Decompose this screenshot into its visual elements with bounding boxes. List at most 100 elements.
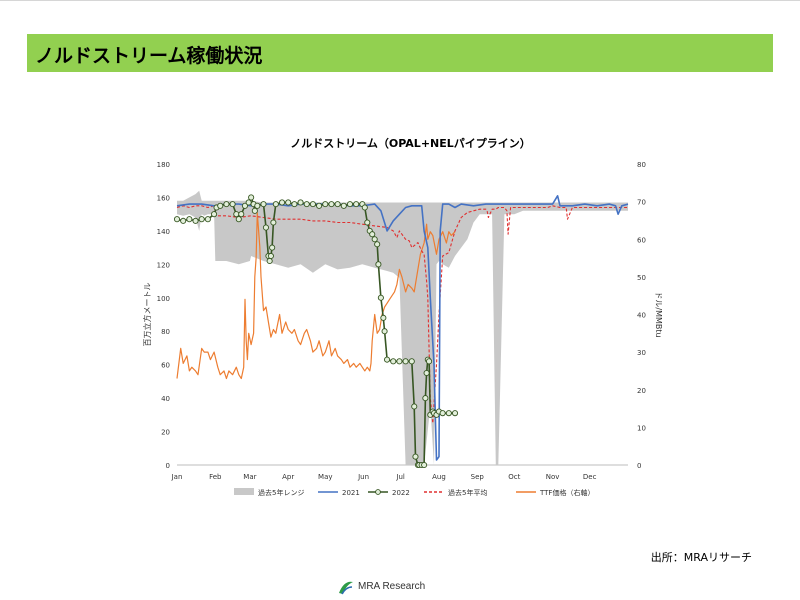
series-2022-point [369,231,376,238]
series-2022-point [204,216,211,223]
series-2022-point [364,219,371,226]
series-2022-point [180,217,187,224]
y-axis-label: 百万立方メートル [142,283,152,347]
y-tick-label: 60 [161,362,170,370]
series-2022-point [254,202,261,209]
series-2022-point [270,219,277,226]
series-2022-point [340,202,347,209]
series-2022-point [346,201,354,208]
y-tick-label: 160 [157,194,170,202]
x-tick-label: Feb [209,473,222,481]
series-2022-point [278,199,286,206]
x-tick-label: Dec [583,473,597,481]
title-banner: ノルドストリーム稼働状況 [27,34,773,72]
series-2022-point [390,358,397,365]
x-tick-label: Apr [282,473,294,481]
series-2022-point [377,294,384,301]
series-ttf-line [176,212,456,380]
series-2022-point [211,211,218,218]
y-tick-label: 40 [161,395,170,403]
y-tick-label: 100 [157,295,170,303]
y-tick-label: 20 [161,429,170,437]
series-2022-point [233,211,240,218]
x-tick-label: Jul [395,473,405,481]
series-2022-point [375,261,382,268]
series-range-band [177,190,628,466]
source-note: 出所：MRAリサーチ [650,551,752,564]
series-2022-point [192,217,199,224]
top-rule [0,0,800,1]
series-2022-point [380,314,387,321]
series-2022-point [423,369,430,377]
series-2022-point [303,201,310,208]
series-2022-point [411,403,418,410]
series-2022-point [421,461,428,469]
x-tick-label: Jan [171,473,183,481]
series-2022-point [241,202,249,209]
series-2022-point [272,201,279,208]
y-tick-label: 120 [157,261,170,269]
legend-label: 2021 [342,489,360,497]
series-2022-point [402,358,409,365]
series-2022-point [251,207,258,214]
page-title: ノルドストリーム稼働状況 [35,45,263,67]
chart-title: ノルドストリーム（OPAL+NELパイプライン） [290,136,531,150]
series-2022-point [269,244,276,251]
y2-tick-label: 60 [637,236,646,244]
series-2022-point [408,358,415,365]
series-2022-point [229,201,236,208]
legend-swatch [234,488,254,495]
series-2022-point [396,358,403,365]
y2-tick-label: 20 [637,387,646,395]
legend-label: 過去5年平均 [448,488,487,497]
legend-label: 2022 [392,489,410,497]
legend-label: 過去5年レンジ [258,488,304,497]
series-2022-point [353,201,360,208]
y-tick-label: 180 [157,161,170,169]
mra-logo-icon [339,581,353,595]
y2-tick-label: 0 [637,462,641,470]
series-2022-point [217,202,224,209]
legend-label: TTF価格（右軸） [539,488,594,497]
series-2022-point [451,410,459,417]
series-2022-point [291,201,298,208]
series-2022-point [223,201,230,208]
series-2022-point [316,202,323,209]
y-tick-label: 80 [161,328,170,336]
series-2022-point [198,216,205,223]
series-2022-point [422,395,429,402]
y2-tick-label: 80 [637,161,646,169]
y-tick-label: 140 [157,228,170,236]
series-2022-point [334,201,341,208]
series-2022-point [328,201,335,208]
series-2022-point [238,211,245,218]
series-2022-point [374,241,381,248]
y2-tick-label: 50 [637,274,646,282]
x-tick-label: Mar [243,473,256,481]
y2-tick-label: 70 [637,199,646,207]
logo-text: MRA Research [358,581,426,592]
series-2022-point [186,216,193,223]
series-2022-point [260,201,267,208]
y-tick-label: 0 [166,462,170,470]
footer-logo: MRA Research [336,578,425,596]
series-2022-point [309,201,316,208]
series-2022-point [266,257,273,265]
series-2022-point [285,199,292,206]
series-2022-point [445,410,452,417]
x-tick-label: Nov [546,473,560,481]
series-2022-point [426,358,433,365]
series-2022-point [384,356,391,363]
series-2022-point [322,201,329,208]
series-2022-point [297,199,304,206]
y2-tick-label: 30 [637,349,646,357]
series-2022-point [173,216,181,223]
y2-axis-label: ドル/MMBtu [654,291,663,337]
series-2022-point [361,204,368,211]
series-2022-point [267,252,274,260]
x-tick-label: Sep [471,473,485,481]
x-tick-label: Aug [432,473,446,481]
legend-marker [375,489,381,495]
series-2022-point [262,224,270,231]
